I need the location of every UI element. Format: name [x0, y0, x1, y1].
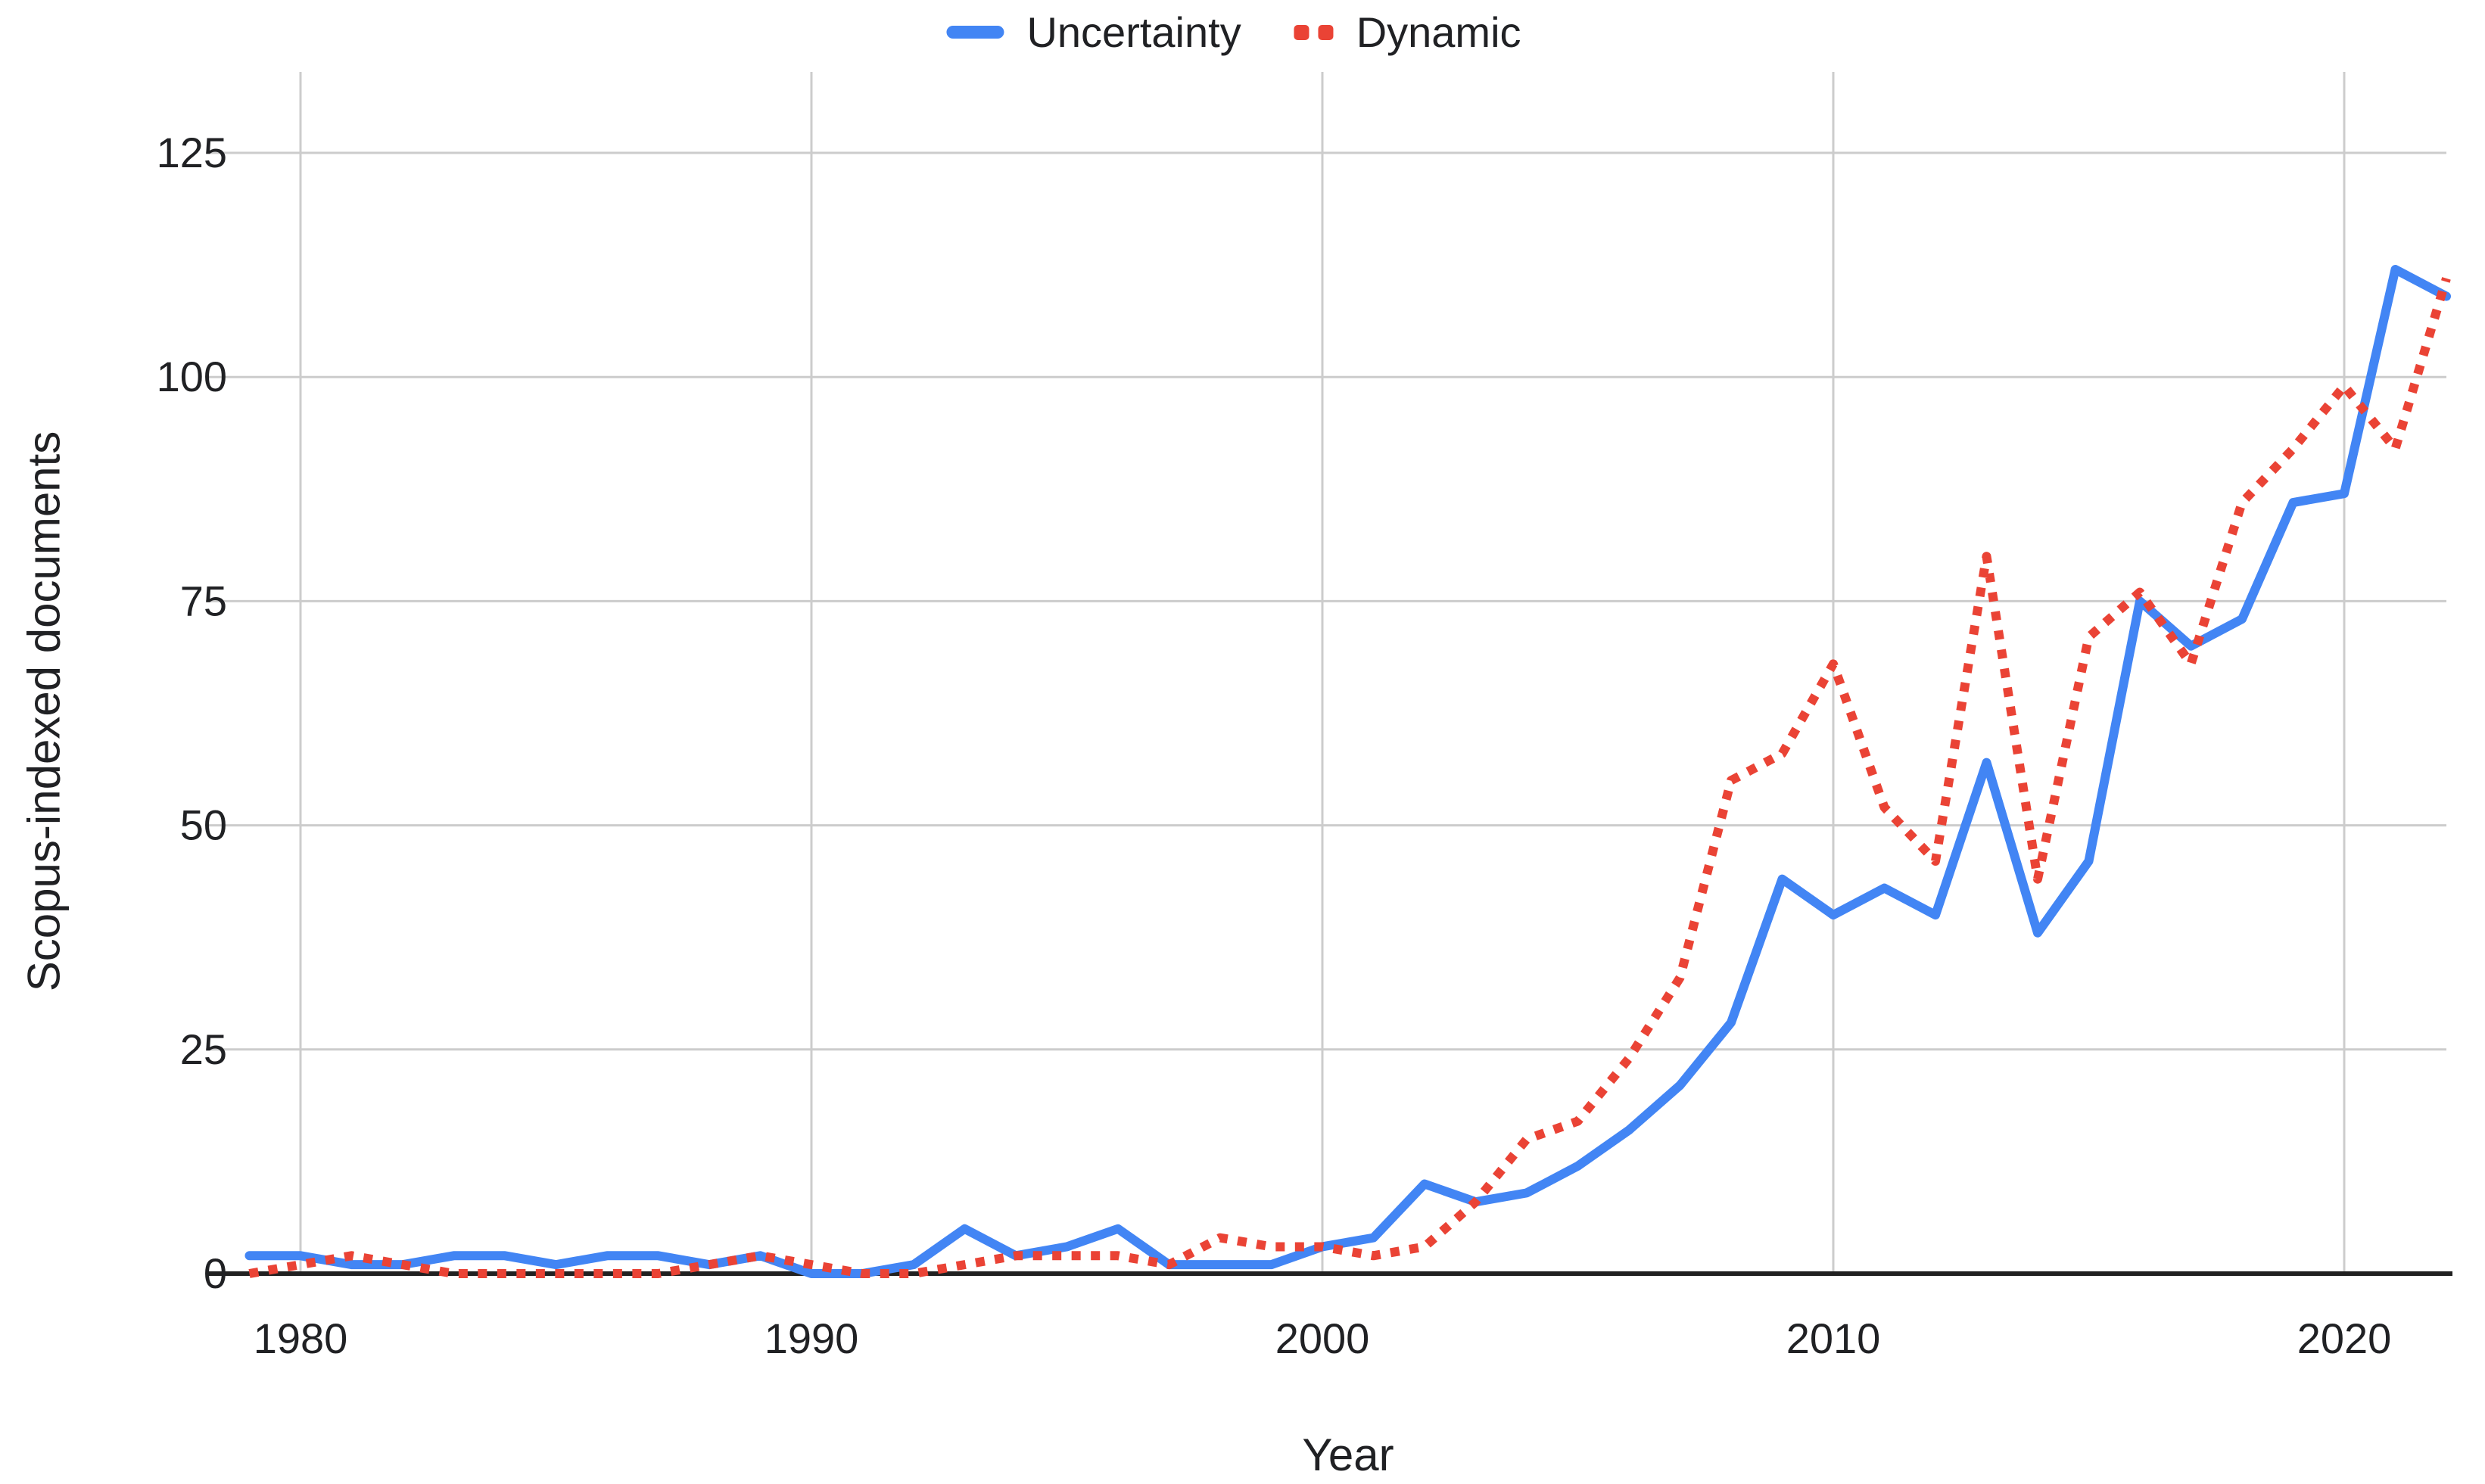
- y-tick-label-100: 100: [157, 353, 227, 400]
- legend-item-uncertainty: Uncertainty: [946, 8, 1241, 57]
- y-tick-label-125: 125: [157, 129, 227, 176]
- x-tick-label-2020: 2020: [2297, 1314, 2392, 1362]
- y-tick-label-25: 25: [180, 1025, 227, 1073]
- y-tick-label-50: 50: [180, 801, 227, 849]
- legend-label-dynamic: Dynamic: [1356, 8, 1521, 56]
- dynamic-dotted-swatch-icon: [1294, 24, 1334, 40]
- x-tick-label-2000: 2000: [1275, 1314, 1370, 1362]
- y-axis-title: Scopus-indexed documents: [18, 431, 70, 992]
- x-axis-title: Year: [1302, 1430, 1394, 1480]
- series-line-dynamic: [248, 277, 2451, 1278]
- y-tick-label-75: 75: [180, 577, 227, 624]
- legend-item-dynamic: Dynamic: [1294, 8, 1521, 57]
- y-tick-label-0: 0: [204, 1249, 227, 1297]
- uncertainty-line-swatch-icon: [946, 26, 1004, 39]
- x-tick-label-2010: 2010: [1786, 1314, 1881, 1362]
- legend-label-uncertainty: Uncertainty: [1026, 8, 1241, 56]
- series-line-uncertainty: [244, 265, 2451, 1278]
- x-tick-label-1990: 1990: [764, 1314, 859, 1362]
- x-tick-label-1980: 1980: [254, 1314, 348, 1362]
- chart-legend: Uncertainty Dynamic: [946, 8, 1521, 57]
